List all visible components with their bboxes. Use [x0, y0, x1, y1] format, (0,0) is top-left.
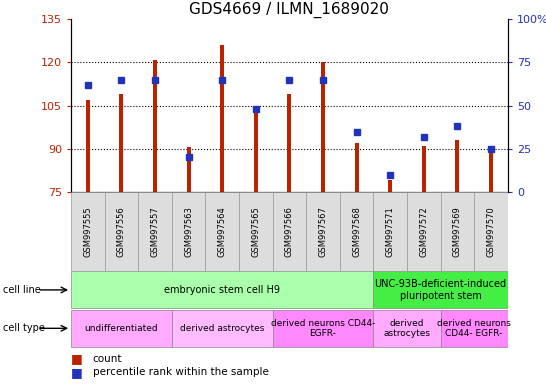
Text: cell type: cell type [3, 323, 45, 333]
Bar [86, 100, 90, 192]
Bar [354, 143, 359, 192]
Text: count: count [93, 354, 122, 364]
Bar [422, 146, 426, 192]
Bar [153, 60, 157, 192]
Bar [272, 310, 373, 347]
Bar [187, 147, 191, 192]
Title: GDS4669 / ILMN_1689020: GDS4669 / ILMN_1689020 [189, 2, 389, 18]
Text: GSM997572: GSM997572 [419, 206, 428, 257]
Text: GSM997571: GSM997571 [385, 206, 395, 257]
Bar [321, 63, 325, 192]
Bar [254, 111, 258, 192]
Bar [71, 192, 105, 271]
Text: derived neurons
CD44- EGFR-: derived neurons CD44- EGFR- [437, 319, 511, 338]
Text: GSM997555: GSM997555 [84, 206, 92, 257]
Text: GSM997567: GSM997567 [318, 206, 328, 257]
Text: GSM997569: GSM997569 [453, 206, 462, 257]
Bar [172, 310, 272, 347]
Text: GSM997565: GSM997565 [251, 206, 260, 257]
Text: derived neurons CD44-
EGFR-: derived neurons CD44- EGFR- [271, 319, 375, 338]
Bar [474, 192, 508, 271]
Bar [105, 192, 138, 271]
Text: UNC-93B-deficient-induced
pluripotent stem: UNC-93B-deficient-induced pluripotent st… [375, 279, 507, 301]
Bar [407, 192, 441, 271]
Text: ■: ■ [71, 353, 83, 366]
Text: cell line: cell line [3, 285, 40, 295]
Bar [172, 192, 205, 271]
Text: GSM997564: GSM997564 [218, 206, 227, 257]
Bar [388, 180, 392, 192]
Bar [71, 310, 172, 347]
Text: GSM997566: GSM997566 [285, 206, 294, 257]
Text: GSM997570: GSM997570 [486, 206, 495, 257]
Bar [138, 192, 172, 271]
Text: percentile rank within the sample: percentile rank within the sample [93, 367, 269, 377]
Text: ■: ■ [71, 366, 83, 379]
Bar [373, 310, 441, 347]
Bar [71, 271, 373, 308]
Text: GSM997556: GSM997556 [117, 206, 126, 257]
Text: GSM997563: GSM997563 [184, 206, 193, 257]
Bar [306, 192, 340, 271]
Bar [120, 94, 123, 192]
Text: derived
astrocytes: derived astrocytes [383, 319, 430, 338]
Bar [220, 45, 224, 192]
Text: GSM997568: GSM997568 [352, 206, 361, 257]
Bar [455, 140, 459, 192]
Bar [287, 94, 292, 192]
Bar [441, 192, 474, 271]
Bar [489, 152, 493, 192]
Bar [340, 192, 373, 271]
Text: GSM997557: GSM997557 [151, 206, 159, 257]
Bar [373, 192, 407, 271]
Text: derived astrocytes: derived astrocytes [180, 324, 264, 333]
Text: undifferentiated: undifferentiated [85, 324, 158, 333]
Bar [373, 271, 508, 308]
Bar [239, 192, 272, 271]
Bar [441, 310, 508, 347]
Bar [205, 192, 239, 271]
Bar [272, 192, 306, 271]
Text: embryonic stem cell H9: embryonic stem cell H9 [164, 285, 280, 295]
